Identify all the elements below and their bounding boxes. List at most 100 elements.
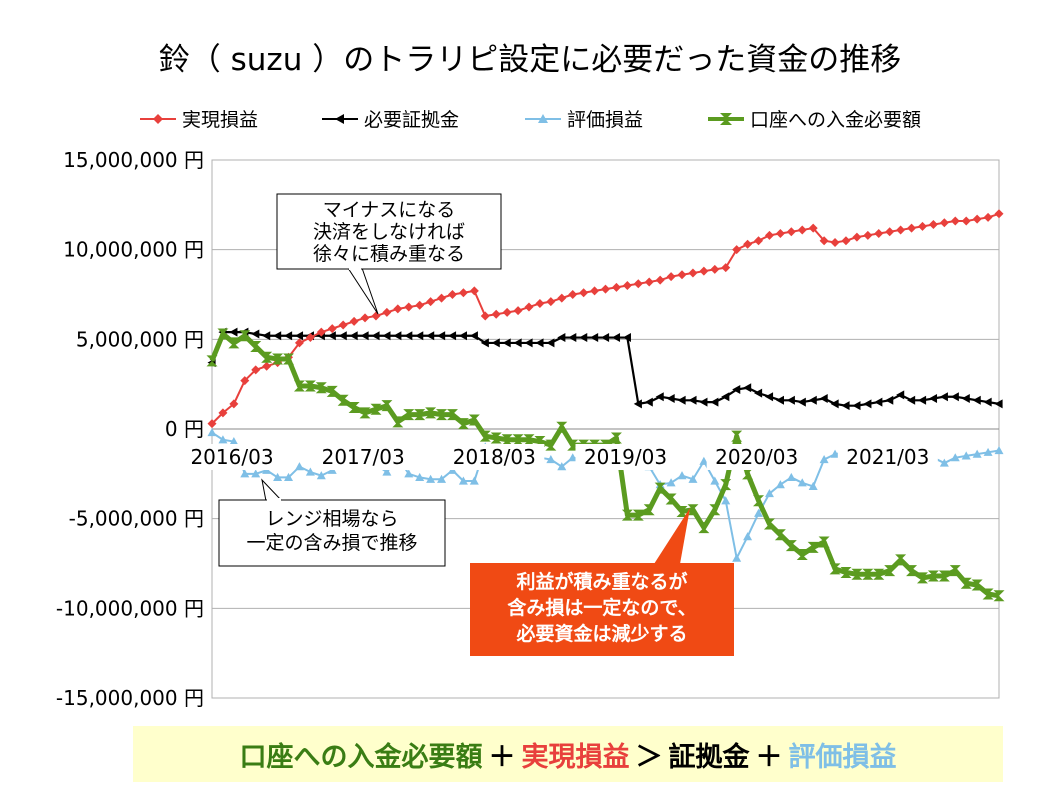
data-point — [928, 394, 938, 404]
data-point — [797, 397, 806, 407]
data-point — [874, 229, 884, 239]
data-point — [775, 480, 785, 489]
data-point — [633, 399, 642, 409]
data-point — [797, 478, 807, 487]
data-point — [251, 469, 261, 478]
data-point — [677, 270, 687, 280]
data-point — [621, 509, 633, 521]
data-point — [611, 333, 621, 343]
data-point — [501, 434, 513, 446]
data-point — [229, 399, 239, 409]
x-tick-label: 2017/03 — [322, 445, 405, 469]
data-point — [557, 293, 567, 303]
data-point — [797, 225, 807, 235]
data-point — [545, 439, 557, 451]
data-point — [774, 529, 786, 541]
data-point — [665, 493, 677, 505]
data-point — [304, 380, 316, 392]
y-tick-label: 5,000,000 円 — [76, 327, 204, 351]
data-point — [851, 568, 863, 580]
data-point — [710, 397, 719, 407]
data-point — [359, 407, 371, 419]
data-point — [228, 337, 240, 349]
data-point — [972, 449, 982, 458]
data-point — [305, 467, 315, 476]
data-point — [644, 397, 653, 407]
data-point — [293, 380, 305, 392]
data-point — [382, 307, 392, 317]
data-point — [360, 313, 370, 323]
x-tick-label: 2019/03 — [584, 445, 667, 469]
callout-line: 一定の含み損で推移 — [246, 532, 417, 554]
data-point — [895, 554, 907, 566]
data-point — [327, 331, 336, 341]
data-point — [829, 563, 841, 575]
data-point — [884, 565, 896, 577]
data-point — [567, 439, 579, 451]
data-point — [479, 430, 491, 442]
data-point — [688, 395, 697, 405]
data-point — [611, 282, 621, 292]
callout-box — [218, 499, 446, 567]
data-point — [732, 385, 741, 395]
data-point — [315, 382, 327, 394]
data-point — [469, 286, 479, 296]
data-point — [382, 467, 392, 476]
data-point — [414, 409, 426, 421]
data-point — [927, 570, 939, 582]
data-point — [796, 549, 808, 561]
data-point — [218, 408, 228, 418]
data-point — [971, 579, 983, 591]
series-0 — [207, 209, 1004, 429]
data-point — [491, 309, 501, 319]
legend-item: 評価損益 — [525, 109, 643, 131]
data-point — [961, 216, 971, 226]
data-point — [218, 435, 228, 444]
data-point — [348, 401, 360, 413]
formula-op-plus: ＋ — [488, 741, 516, 773]
data-point — [994, 446, 1004, 455]
data-point — [896, 390, 905, 400]
data-point — [654, 482, 666, 494]
formula-banner: 口座への入金必要額 ＋ 実現損益 ＞ 証拠金 ＋ 評価損益 — [133, 726, 1003, 782]
data-point — [655, 275, 665, 285]
data-point — [818, 536, 830, 548]
legend-marker — [720, 113, 732, 125]
callout-gap — [267, 498, 281, 502]
data-point — [283, 353, 295, 365]
data-point — [294, 331, 304, 341]
x-tick-label: 2020/03 — [715, 445, 798, 469]
data-point — [721, 392, 730, 402]
data-point — [590, 286, 600, 296]
data-point — [753, 495, 765, 507]
data-point — [393, 304, 403, 314]
data-point — [819, 394, 828, 404]
data-point — [546, 454, 556, 464]
data-point — [699, 397, 708, 407]
data-point — [337, 394, 349, 406]
data-point — [754, 236, 764, 246]
formula-op-plus-2: ＋ — [755, 741, 783, 773]
data-point — [426, 297, 436, 307]
data-point — [425, 407, 437, 419]
legend-marker — [153, 114, 163, 124]
data-point — [206, 355, 218, 367]
data-point — [415, 300, 425, 310]
formula-part-margin: 証拠金 — [668, 741, 750, 773]
data-point — [906, 565, 918, 577]
data-point — [568, 453, 578, 462]
data-point — [437, 474, 447, 483]
data-point — [841, 401, 850, 411]
y-tick-label: -10,000,000 円 — [56, 596, 204, 620]
data-point — [590, 333, 599, 343]
data-point — [480, 311, 490, 321]
data-point — [240, 376, 250, 386]
data-point — [326, 385, 338, 397]
data-point — [852, 232, 862, 242]
data-point — [382, 331, 391, 341]
data-point — [786, 227, 796, 237]
data-point — [403, 409, 415, 421]
data-point — [720, 479, 732, 491]
data-point — [819, 454, 829, 464]
data-point — [610, 432, 622, 444]
